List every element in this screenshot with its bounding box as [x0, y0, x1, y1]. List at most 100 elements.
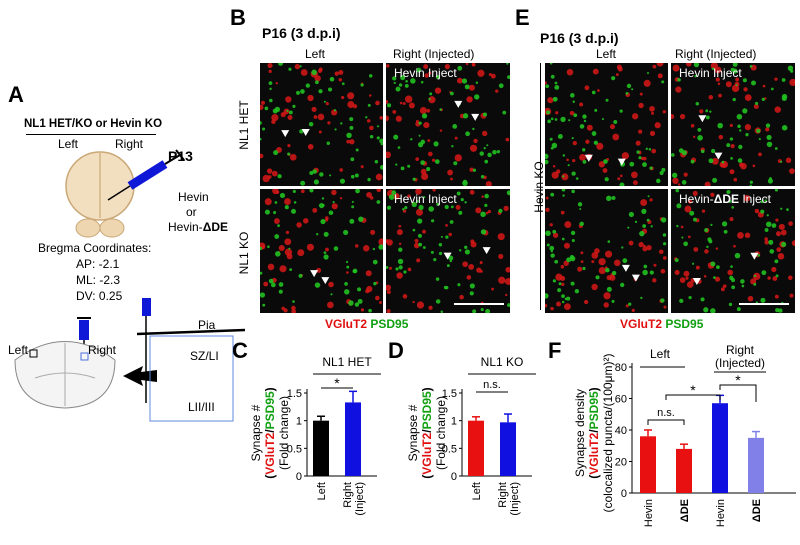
vglut2-punctum: [735, 77, 740, 82]
vglut2-punctum: [564, 303, 571, 311]
vglut2-punctum: [325, 218, 329, 222]
psd95-punctum: [779, 160, 783, 163]
vglut2-punctum: [428, 71, 432, 75]
psd95-punctum: [649, 270, 654, 275]
panel-a-title: NL1 HET/KO or Hevin KO: [24, 118, 163, 130]
vglut2-punctum: [505, 137, 510, 142]
vglut2-punctum: [789, 293, 794, 298]
psd95-punctum: [457, 65, 463, 71]
psd95-punctum: [646, 218, 650, 222]
vglut2-punctum: [485, 180, 492, 186]
psd95-punctum: [649, 166, 653, 170]
psd95-punctum: [345, 260, 349, 264]
psd95-punctum: [299, 65, 302, 68]
vglut2-punctum: [386, 99, 389, 104]
vglut2-punctum: [638, 129, 643, 134]
psd95-punctum: [757, 253, 761, 257]
psd95-punctum: [487, 152, 492, 158]
panel-d-chart: NL1 KO 0 0.5 1 1.5 Left Right(Inject) n.s.: [442, 355, 536, 516]
vglut2-punctum: [497, 233, 505, 241]
psd95-punctum: [260, 121, 262, 125]
psd95-punctum: [298, 273, 303, 278]
vglut2-punctum: [737, 232, 744, 239]
vglut2-punctum: [331, 189, 337, 196]
arrowhead-marker: [454, 100, 463, 108]
psd95-punctum: [778, 308, 783, 313]
psd95-punctum: [549, 137, 553, 141]
psd95-punctum: [400, 75, 406, 81]
psd95-punctum: [355, 148, 359, 152]
vglut2-punctum: [275, 190, 280, 195]
psd95-punctum: [407, 164, 411, 168]
psd95-punctum: [751, 80, 756, 86]
vglut2-punctum: [789, 168, 795, 174]
vglut2-punctum: [615, 73, 619, 76]
psd95-punctum: [351, 200, 354, 203]
vglut2-punctum: [767, 276, 771, 280]
vglut2-punctum: [341, 95, 345, 100]
y-tick-label: 0.5: [287, 443, 302, 455]
psd95-punctum: [346, 132, 352, 139]
vglut2-punctum: [454, 136, 458, 140]
psd95-punctum: [270, 282, 276, 288]
vglut2-punctum: [630, 171, 638, 179]
psd95-punctum: [660, 217, 667, 223]
psd95-punctum: [552, 279, 557, 283]
psd95-punctum: [710, 261, 716, 267]
vglut2-punctum: [392, 109, 397, 114]
vglut2-punctum: [658, 249, 664, 255]
vglut2-punctum: [592, 68, 599, 75]
vglut2-punctum: [386, 64, 390, 68]
vglut2-punctum: [788, 275, 793, 281]
vglut2-punctum: [651, 148, 657, 154]
psd95-punctum: [260, 246, 263, 251]
y-tick-label: 0: [451, 471, 457, 483]
vglut2-punctum: [398, 242, 402, 246]
vglut2-punctum: [459, 294, 464, 300]
category-label: Right(Inject): [342, 482, 366, 516]
arrowhead-marker: [443, 252, 452, 260]
vglut2-punctum: [424, 73, 429, 78]
psd95-punctum: [299, 129, 304, 134]
vglut2-punctum: [596, 142, 604, 150]
psd95-punctum: [781, 78, 786, 82]
psd95-punctum: [474, 94, 480, 100]
vglut2-punctum: [431, 158, 436, 162]
vglut2-punctum: [743, 194, 751, 202]
psd95-punctum: [550, 117, 554, 121]
vglut2-punctum: [386, 290, 391, 295]
psd95-punctum: [557, 288, 562, 293]
vglut2-punctum: [263, 281, 269, 287]
psd95-punctum: [767, 178, 773, 184]
psd95-punctum: [404, 205, 408, 210]
vglut2-punctum: [505, 293, 508, 297]
psd95-punctum: [552, 96, 558, 102]
psd95-punctum: [739, 129, 742, 132]
psd95-punctum: [758, 138, 761, 141]
psd95-punctum: [433, 258, 437, 262]
psd95-punctum: [309, 170, 314, 176]
psd95-punctum: [626, 83, 632, 89]
panel-f-label: F: [548, 338, 562, 363]
psd95-punctum: [416, 200, 419, 203]
psd95-punctum: [379, 138, 383, 144]
brain-left-label: Left: [58, 137, 79, 151]
psd95-punctum: [761, 270, 767, 276]
psd95-punctum: [734, 252, 741, 259]
vglut2-punctum: [633, 180, 638, 186]
vglut2-punctum: [792, 81, 795, 84]
psd95-punctum: [395, 267, 399, 271]
psd95-punctum: [764, 228, 769, 232]
psd95-punctum: [726, 143, 731, 148]
psd95-punctum: [764, 199, 767, 203]
vglut2-punctum: [260, 153, 264, 159]
arrowhead-marker: [631, 274, 640, 282]
vglut2-punctum: [583, 299, 589, 305]
vglut2-punctum: [677, 183, 681, 186]
psd95-punctum: [731, 205, 735, 209]
vglut2-punctum: [491, 287, 495, 291]
psd95-punctum: [380, 164, 383, 170]
psd95-punctum: [695, 101, 700, 106]
vglut2-punctum: [466, 96, 473, 103]
psd95-punctum: [291, 208, 297, 214]
